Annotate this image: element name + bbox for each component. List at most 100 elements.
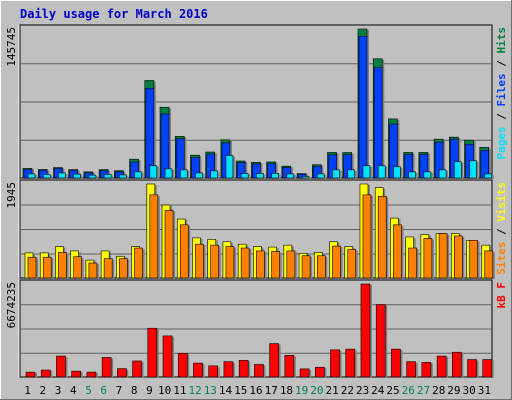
bar-files — [145, 88, 155, 179]
bar-pages — [58, 172, 66, 179]
bar-sites — [42, 256, 52, 279]
bar-pages — [27, 173, 36, 179]
bar-sites — [256, 250, 265, 279]
bar-pages — [438, 169, 447, 179]
bar-kbytes — [360, 283, 371, 378]
bar-kbytes — [25, 371, 36, 378]
x-tick-label: 22 — [341, 384, 354, 397]
legend: Sites / Visits — [495, 182, 508, 275]
bar-kbytes — [284, 355, 295, 378]
x-tick-label: 29 — [447, 384, 460, 397]
bar-sites — [484, 250, 494, 279]
bar-kbytes — [238, 359, 249, 378]
bar-kbytes — [40, 369, 51, 378]
bar-kbytes — [391, 348, 401, 378]
bar-sites — [164, 210, 174, 279]
bar-pages — [377, 165, 386, 179]
legend: Pages / Files / Hits — [495, 27, 508, 160]
legend-item: Sites — [495, 242, 508, 275]
bar-sites — [179, 224, 189, 279]
bar-sites — [88, 262, 98, 279]
bar-pages — [347, 169, 356, 179]
bar-sites — [362, 194, 372, 279]
bar-pages — [454, 161, 462, 179]
bar-kbytes — [132, 360, 142, 378]
x-tick-label: 24 — [371, 384, 385, 397]
bar-kbytes — [147, 327, 158, 378]
x-tick-label: 27 — [417, 384, 430, 397]
bar-kbytes — [208, 365, 219, 378]
legend-separator: / — [495, 107, 508, 127]
y-max-label: 145745 — [5, 27, 18, 67]
bar-kbytes — [86, 371, 97, 378]
bar-pages — [210, 170, 219, 179]
x-tick-label: 15 — [234, 384, 247, 397]
bar-pages — [134, 171, 142, 179]
bar-kbytes — [452, 351, 462, 378]
bar-pages — [42, 174, 51, 179]
x-tick-label: 18 — [280, 384, 293, 397]
bar-sites — [210, 244, 220, 279]
bar-pages — [362, 165, 371, 179]
x-tick-label: 21 — [326, 384, 339, 397]
x-tick-label: 26 — [402, 384, 415, 397]
bar-pages — [393, 166, 401, 179]
x-tick-label: 6 — [100, 384, 107, 397]
x-tick-label: 7 — [116, 384, 123, 397]
x-tick-label: 13 — [204, 384, 217, 397]
bar-kbytes — [345, 348, 356, 378]
chart-title: Daily usage for March 2016 — [20, 7, 208, 21]
bar-kbytes — [482, 359, 493, 378]
bar-pages — [195, 172, 203, 179]
bar-kbytes — [177, 353, 188, 378]
x-tick-label: 4 — [70, 384, 77, 397]
bar-sites — [73, 256, 82, 279]
bar-kbytes — [467, 359, 477, 378]
x-tick-label: 8 — [131, 384, 138, 397]
legend-item: Files — [495, 73, 508, 106]
x-tick-label: 20 — [310, 384, 323, 397]
x-tick-label: 11 — [173, 384, 186, 397]
bar-sites — [438, 233, 448, 279]
x-tick-label: 1 — [24, 384, 31, 397]
bar-pages — [316, 173, 325, 179]
bar-kbytes — [254, 364, 264, 378]
bar-sites — [119, 258, 128, 279]
bar-sites — [454, 235, 463, 279]
bar-kbytes — [162, 335, 173, 378]
bar-files — [160, 113, 170, 179]
legend: kB F — [495, 282, 508, 309]
bar-sites — [286, 250, 296, 279]
x-tick-label: 9 — [146, 384, 153, 397]
x-tick-label: 16 — [249, 384, 262, 397]
bar-kbytes — [71, 370, 81, 378]
bar-sites — [347, 249, 357, 279]
x-tick-label: 2 — [40, 384, 47, 397]
bar-kbytes — [436, 355, 447, 378]
x-tick-label: 25 — [386, 384, 399, 397]
bar-files — [373, 67, 383, 179]
x-tick-label: 30 — [463, 384, 476, 397]
bar-sites — [301, 255, 311, 279]
bar-kbytes — [56, 355, 66, 378]
bar-pages — [149, 165, 158, 179]
bar-pages — [271, 173, 279, 179]
x-tick-label: 19 — [295, 384, 308, 397]
bar-pages — [225, 155, 234, 179]
x-tick-label: 12 — [188, 384, 201, 397]
bar-pages — [301, 176, 310, 179]
bar-pages — [179, 169, 188, 179]
bar-kbytes — [269, 343, 279, 378]
bar-pages — [484, 173, 493, 179]
x-tick-label: 28 — [432, 384, 445, 397]
bar-kbytes — [406, 361, 416, 378]
legend-separator: / — [495, 222, 508, 242]
bar-pages — [469, 160, 477, 179]
bar-kbytes — [314, 366, 325, 378]
bar-pages — [286, 173, 295, 179]
bar-sites — [316, 255, 326, 279]
legend-item: Pages — [495, 126, 508, 159]
x-tick-label: 17 — [265, 384, 278, 397]
bar-sites — [377, 196, 387, 279]
